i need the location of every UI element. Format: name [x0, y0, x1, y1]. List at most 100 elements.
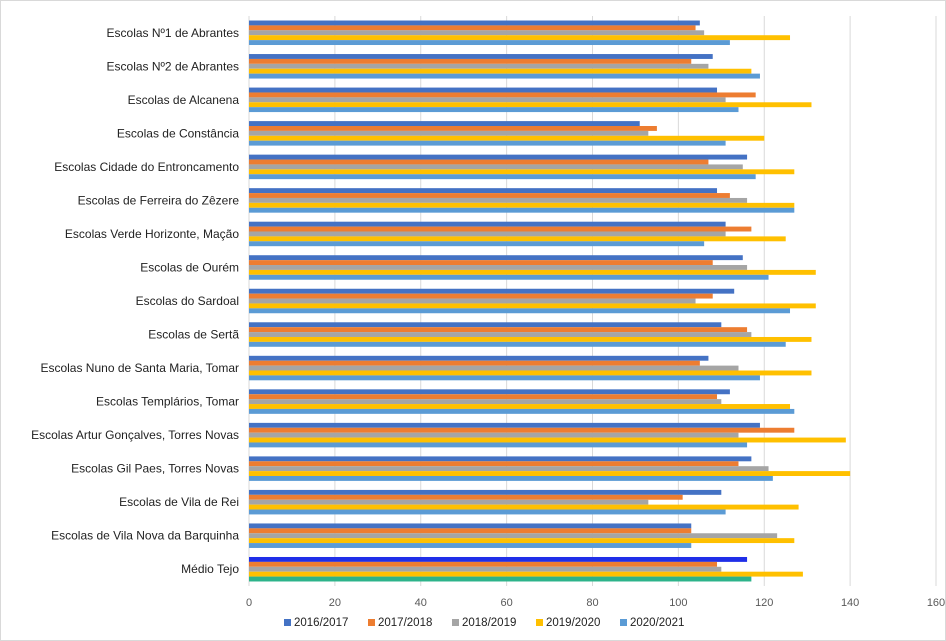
- bar: [249, 461, 739, 467]
- bars: [249, 20, 851, 582]
- category-label: Escolas do Sardoal: [136, 294, 239, 308]
- bar: [249, 408, 795, 414]
- bar: [249, 197, 748, 203]
- legend-swatch: [536, 619, 543, 626]
- x-tick-label: 100: [669, 597, 687, 609]
- bar: [249, 499, 649, 505]
- bar: [249, 494, 683, 500]
- bar: [249, 355, 709, 361]
- bar: [249, 556, 748, 562]
- category-label: Escolas de Constância: [117, 126, 239, 140]
- bar: [249, 471, 851, 476]
- x-axis-tick-labels: 0 20 40 60 80 100 120 140 160: [246, 597, 945, 609]
- legend-label: 2020/2021: [630, 617, 684, 629]
- bar: [249, 135, 765, 141]
- legend-label: 2018/2019: [462, 617, 516, 629]
- bar: [249, 274, 769, 280]
- legend-label: 2016/2017: [294, 617, 348, 629]
- bar: [249, 236, 786, 242]
- legend-swatch: [368, 619, 375, 626]
- bar: [249, 241, 705, 247]
- bar: [249, 571, 803, 577]
- bar: [249, 202, 795, 208]
- bar: [249, 140, 726, 146]
- bar: [249, 509, 726, 515]
- bar: [249, 538, 795, 544]
- x-tick-label: 120: [755, 597, 773, 609]
- bar: [249, 102, 812, 108]
- bar: [249, 341, 786, 347]
- bar: [249, 336, 812, 342]
- bar: [249, 207, 795, 213]
- bar: [249, 35, 791, 41]
- bar: [249, 159, 709, 165]
- category-label: Escolas de Ourém: [140, 260, 239, 274]
- category-label: Escolas de Sertã: [148, 328, 239, 342]
- bar: [249, 154, 748, 160]
- bar: [249, 126, 657, 131]
- x-tick-label: 20: [329, 597, 341, 609]
- bar: [249, 475, 773, 481]
- bar: [249, 107, 739, 113]
- bar: [249, 40, 730, 46]
- bar: [249, 92, 756, 98]
- bar: [249, 121, 640, 127]
- x-tick-label: 80: [586, 597, 598, 609]
- bar: [249, 533, 778, 539]
- bar: [249, 332, 752, 337]
- bar: [249, 504, 799, 510]
- category-labels: Escolas Nº1 de Abrantes Escolas Nº2 de Ab…: [31, 26, 239, 576]
- bar: [249, 231, 726, 237]
- category-label: Médio Tejo: [181, 562, 239, 576]
- category-label: Escolas de Vila Nova da Barquinha: [51, 529, 239, 543]
- bar: [249, 442, 748, 448]
- legend-swatch: [284, 619, 291, 626]
- bar: [249, 174, 756, 180]
- category-label: Escolas Cidade do Entroncamento: [54, 160, 239, 174]
- bar: [249, 293, 713, 299]
- legend-swatch: [452, 619, 459, 626]
- x-tick-label: 40: [415, 597, 427, 609]
- x-tick-label: 140: [841, 597, 859, 609]
- bar: [249, 164, 743, 170]
- bar: [249, 528, 692, 534]
- x-tick-label: 160: [927, 597, 945, 609]
- bar: [249, 561, 718, 567]
- bar: [249, 63, 709, 69]
- bar: [249, 576, 752, 582]
- bar: [249, 432, 739, 438]
- bar: [249, 288, 735, 294]
- bar: [249, 375, 760, 381]
- category-label: Escolas Artur Gonçalves, Torres Novas: [31, 428, 239, 442]
- category-label: Escolas Verde Horizonte, Mação: [65, 227, 239, 241]
- bar: [249, 308, 791, 314]
- legend-label: 2017/2018: [378, 617, 432, 629]
- bar: [249, 87, 718, 93]
- bar: [249, 399, 722, 405]
- bar: [249, 370, 812, 376]
- bar: [249, 566, 722, 572]
- bar: [249, 466, 769, 472]
- bar: [249, 404, 791, 409]
- bar: [249, 265, 748, 270]
- bar: [249, 394, 718, 400]
- bar: [249, 73, 760, 79]
- bar: [249, 360, 700, 366]
- category-label: Escolas Nº2 de Abrantes: [107, 59, 239, 73]
- bar: [249, 427, 795, 433]
- bar: [249, 169, 795, 175]
- bar: [249, 68, 752, 74]
- bar: [249, 260, 713, 266]
- bar: [249, 365, 739, 371]
- category-label: Escolas de Alcanena: [128, 93, 240, 107]
- bar: [249, 54, 713, 59]
- bar: [249, 255, 743, 261]
- legend: 2016/2017 2017/2018 2018/2019 2019/2020 2020…: [284, 617, 684, 629]
- bar: [249, 221, 726, 227]
- legend-swatch: [620, 619, 627, 626]
- category-label: Escolas de Ferreira do Zêzere: [78, 193, 240, 207]
- bar: [249, 489, 722, 495]
- bar: [249, 437, 846, 443]
- bar: [249, 327, 748, 333]
- bar: [249, 58, 692, 64]
